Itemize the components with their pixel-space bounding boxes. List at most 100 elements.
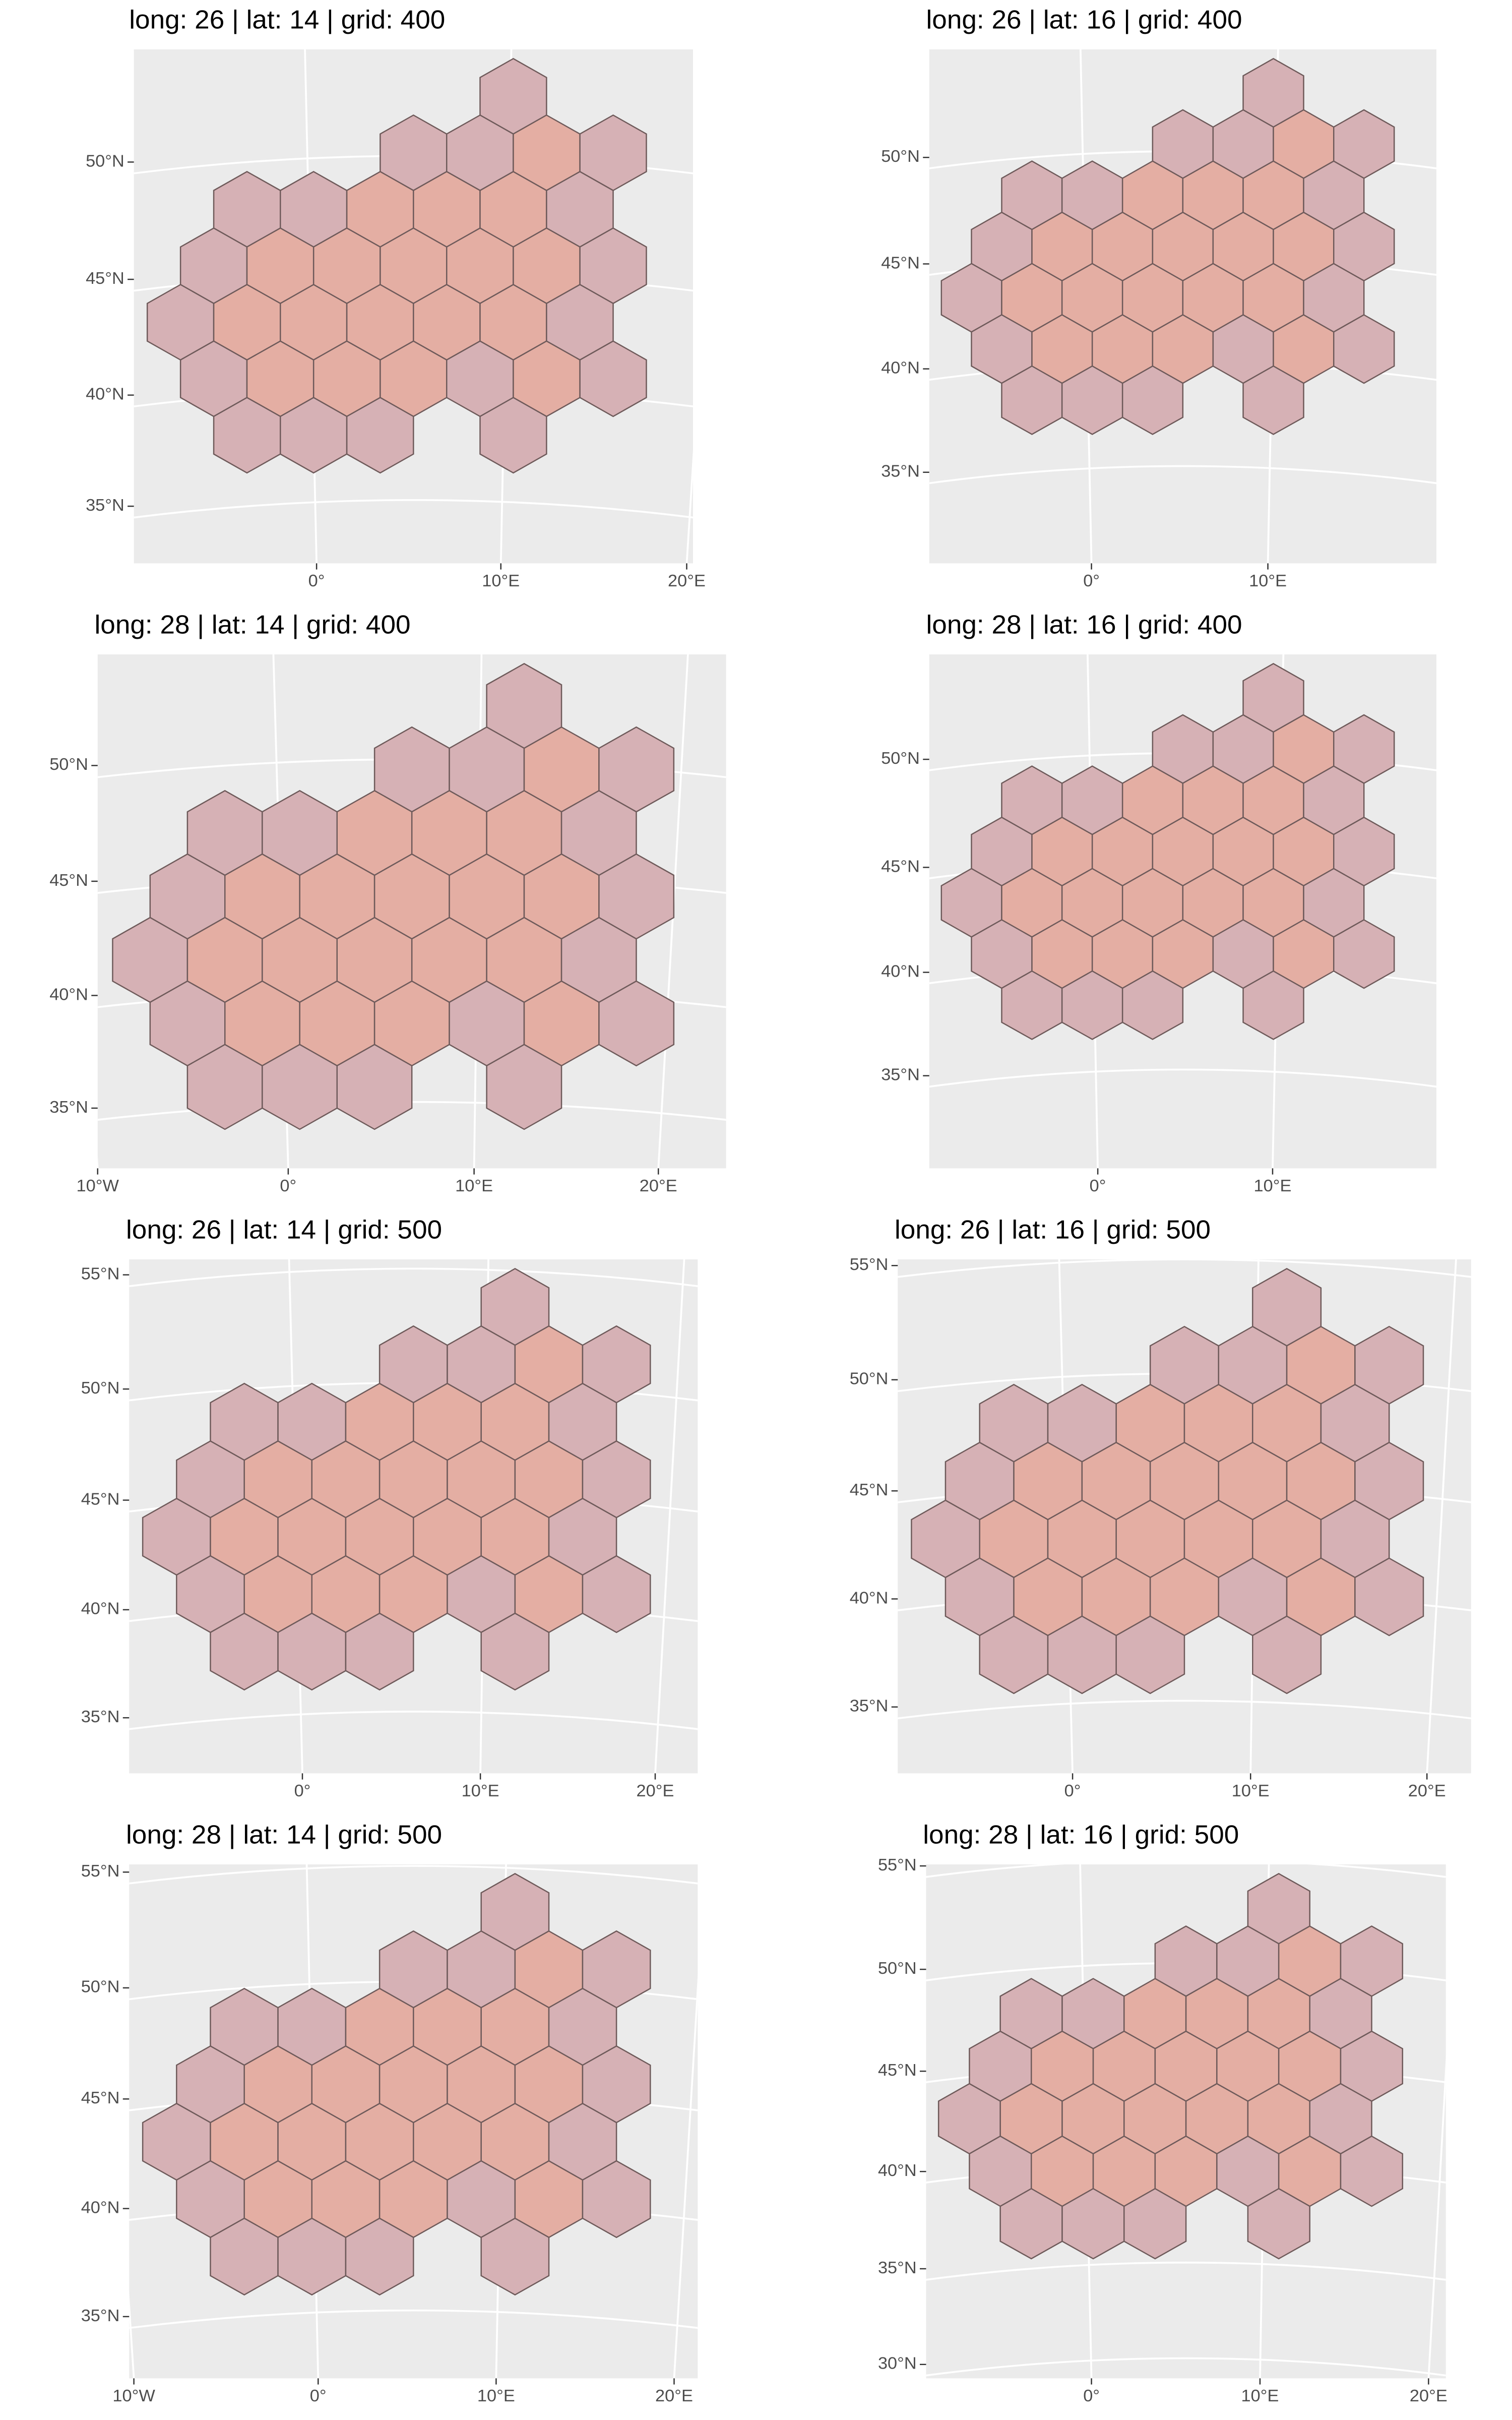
lat-label: 50°N [49,755,88,774]
lat-label: 40°N [81,2198,120,2217]
panel-title: long: 26 | lat: 16 | grid: 500 [895,1215,1211,1244]
graticule [129,1865,698,1885]
hex-cell [1247,2188,1310,2260]
lon-label: 0° [308,571,325,590]
panel: long: 26 | lat: 14 | grid: 400 50°N 45°N 40… [86,5,706,590]
lon-label: 10°W [112,2386,155,2405]
panel-title: long: 26 | lat: 16 | grid: 400 [926,5,1242,34]
lon-label: 10°W [77,1176,119,1195]
lon-label: 0° [280,1176,296,1195]
lat-label: 40°N [878,2161,917,2180]
hex-cell [579,340,647,417]
hex-cell [1242,970,1304,1040]
lat-label: 40°N [881,358,920,378]
lat-label: 45°N [881,857,920,876]
lat-label: 35°N [878,2258,917,2277]
plot-area [929,49,1436,564]
lat-label: 40°N [86,385,124,404]
graticule [1427,2055,1446,2379]
lat-label: 50°N [86,152,124,171]
lat-label: 45°N [81,1490,120,1509]
hex-cell [480,2217,550,2296]
graticule [673,1974,698,2379]
graticule [129,2309,698,2329]
hex-cell [1121,365,1184,435]
lon-label: 0° [1083,2386,1100,2405]
graticule [129,2291,135,2379]
hex-cell [1242,365,1304,435]
lat-label: 50°N [878,1959,917,1978]
lat-label: 55°N [81,1861,120,1881]
lat-label: 55°N [878,1855,917,1874]
panel: long: 26 | lat: 16 | grid: 500 55°N 50°N 45… [850,1215,1471,1800]
lat-label: 35°N [81,1707,120,1726]
lat-label: 50°N [881,749,920,768]
graticule [929,1068,1436,1088]
panel-title: long: 28 | lat: 14 | grid: 500 [126,1820,442,1849]
graticule [129,1711,698,1730]
panel: long: 28 | lat: 16 | grid: 400 50°N 45°N 40… [881,610,1436,1195]
panel: long: 28 | lat: 14 | grid: 500 55°N 50°N 45… [81,1820,698,2405]
graticule [1426,1259,1457,1774]
lat-label: 45°N [49,871,88,890]
hex-cell [598,980,675,1067]
lat-label: 35°N [881,462,920,481]
plot-area [926,1864,1446,2379]
lat-label: 40°N [850,1589,889,1608]
hex-cell [479,397,547,474]
hex-cell [346,397,414,474]
panel: long: 26 | lat: 16 | grid: 400 50°N 45°N 40… [881,5,1436,590]
lon-label: 0° [310,2386,327,2405]
graticule [926,1864,1446,1878]
hex-cell [1121,970,1184,1040]
lat-label: 55°N [850,1255,889,1274]
graticule [97,1155,99,1169]
lon-label: 20°E [637,1781,674,1800]
graticule [685,450,693,564]
lon-label: 10°E [1254,1176,1292,1195]
plot-area [129,1259,698,1774]
hex-cell [486,1044,562,1130]
panel-title: long: 28 | lat: 14 | grid: 400 [95,610,411,639]
lat-label: 50°N [850,1369,889,1388]
hex-cell [345,1612,414,1691]
plot-area [129,1864,698,2379]
hex-cell [1123,2188,1187,2260]
graticule [129,1267,698,1287]
lon-label: 10°E [455,1176,493,1195]
lat-label: 45°N [878,2061,917,2080]
hex-cell [1333,919,1395,989]
graticule [654,1259,685,1774]
lat-label: 35°N [81,2306,120,2325]
plot-area [97,654,726,1169]
lat-label: 45°N [86,269,124,288]
graticule [134,499,693,519]
hex-cell [1340,2135,1404,2207]
lon-label: 0° [1064,1781,1081,1800]
graticule [898,1259,1471,1278]
lon-label: 10°E [477,2386,515,2405]
lat-label: 50°N [81,1378,120,1398]
panel: long: 28 | lat: 14 | grid: 400 50°N 45°N 40… [49,610,726,1195]
lat-label: 35°N [850,1697,889,1716]
lon-label: 10°E [1232,1781,1270,1800]
hex-cell [1252,1615,1322,1695]
lat-label: 45°N [881,254,920,273]
lon-label: 0° [1083,571,1100,590]
lat-label: 35°N [881,1065,920,1084]
lon-label: 20°E [655,2386,693,2405]
graticule [929,465,1436,485]
hex-cell [1354,1557,1424,1637]
plot-area [898,1259,1471,1774]
graticule [898,1700,1471,1720]
graticule [926,2261,1446,2281]
hex-cell [336,1044,413,1130]
lat-label: 40°N [81,1599,120,1618]
panel-title: long: 26 | lat: 14 | grid: 500 [126,1215,442,1244]
lon-label: 10°E [482,571,520,590]
lat-label: 30°N [878,2354,917,2373]
panel-title: long: 26 | lat: 14 | grid: 400 [129,5,445,34]
panel-title: long: 28 | lat: 16 | grid: 400 [926,610,1242,639]
lon-label: 10°E [1241,2386,1279,2405]
